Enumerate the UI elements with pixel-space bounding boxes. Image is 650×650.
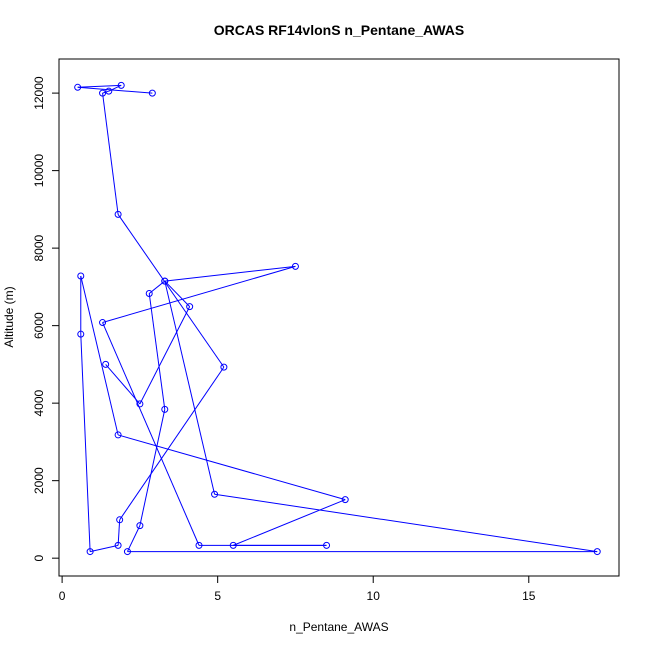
series-segment	[102, 93, 119, 215]
series-segment	[102, 265, 296, 324]
data-point	[102, 360, 110, 368]
y-tick-label: 12000	[32, 76, 46, 110]
series-segment	[164, 280, 191, 307]
series-segment	[126, 525, 141, 552]
y-tick-label: 0	[32, 555, 46, 562]
series-segment	[117, 519, 121, 546]
series-segment	[108, 84, 122, 92]
y-tick-label: 10000	[32, 154, 46, 188]
data-point	[99, 89, 107, 97]
series-segment	[117, 214, 225, 368]
data-point	[291, 262, 299, 270]
series-segment	[119, 366, 225, 521]
series-segment	[233, 499, 346, 546]
data-point	[105, 87, 113, 95]
series-points	[74, 81, 601, 556]
data-point	[114, 210, 122, 218]
data-point	[86, 548, 94, 556]
data-point	[161, 277, 169, 285]
data-point	[593, 548, 601, 556]
data-point	[123, 548, 131, 556]
y-tick-label: 2000	[32, 467, 46, 494]
series-segment	[77, 84, 122, 88]
series-segment	[164, 280, 216, 495]
x-tick-label: 0	[59, 589, 66, 603]
series-segment	[80, 275, 119, 436]
series-segment	[102, 322, 200, 546]
y-tick-label: 6000	[32, 312, 46, 339]
x-axis: 0 5 10 15	[59, 575, 536, 603]
data-point	[145, 289, 153, 297]
data-point	[186, 303, 194, 311]
series-segment	[105, 364, 141, 405]
series-segment	[148, 293, 166, 410]
x-tick-label: 15	[522, 589, 536, 603]
y-axis: 0 2000 4000 6000 8000 10000 12000	[32, 76, 60, 562]
series-lines	[77, 84, 598, 553]
data-point	[161, 405, 169, 413]
chart-title: ORCAS RF14vlonS n_Pentane_AWAS	[214, 22, 465, 38]
y-tick-label: 8000	[32, 234, 46, 261]
data-point	[77, 330, 85, 338]
data-point	[136, 400, 144, 408]
series-segment	[164, 265, 296, 282]
data-point	[117, 81, 125, 89]
data-point	[211, 490, 219, 498]
series-segment	[77, 86, 153, 94]
x-tick-label: 5	[214, 589, 221, 603]
data-point	[74, 83, 82, 91]
series-segment	[90, 544, 119, 553]
data-point	[229, 541, 237, 549]
y-tick-label: 4000	[32, 389, 46, 416]
data-point	[77, 272, 85, 280]
series-segment	[214, 493, 598, 553]
data-point	[323, 541, 331, 549]
data-point	[220, 363, 228, 371]
series-segment	[80, 334, 91, 552]
x-axis-label: n_Pentane_AWAS	[289, 620, 388, 634]
data-point	[99, 319, 107, 327]
data-point	[195, 541, 203, 549]
data-point	[341, 496, 349, 504]
series-segment	[139, 306, 191, 405]
y-axis-label: Altitude (m)	[2, 286, 16, 347]
data-point	[148, 89, 156, 97]
data-point	[136, 522, 144, 530]
series-segment	[139, 409, 166, 526]
data-point	[114, 431, 122, 439]
x-tick-label: 10	[367, 589, 381, 603]
data-point	[114, 541, 122, 549]
data-point	[116, 516, 124, 524]
plot-area-frame	[58, 58, 620, 577]
